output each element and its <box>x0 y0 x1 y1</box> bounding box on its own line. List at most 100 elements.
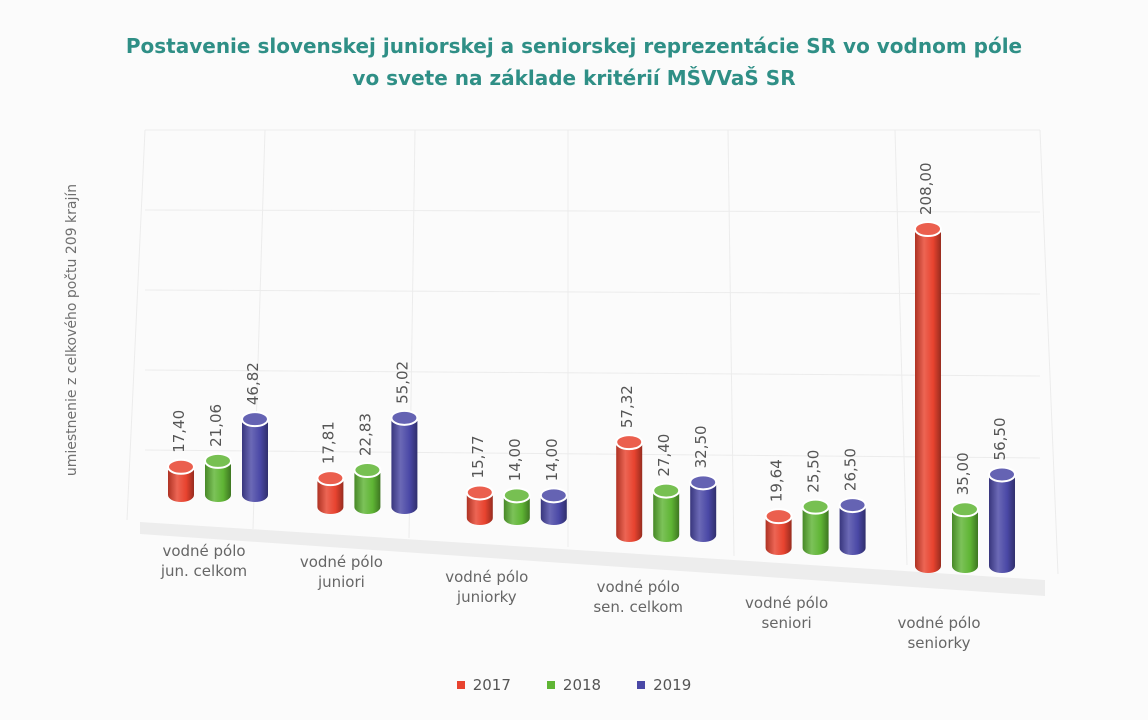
grid <box>126 129 1059 596</box>
bar-2018-3 <box>652 482 681 542</box>
bar-body <box>168 466 194 502</box>
bar-2019-5 <box>988 466 1016 573</box>
bar-2019-4 <box>838 497 867 556</box>
bar-body <box>765 516 792 556</box>
bar-top <box>241 411 269 428</box>
grid-line-horizontal <box>144 369 1041 377</box>
legend-label: 2019 <box>653 676 692 694</box>
bar-2018-2 <box>502 487 531 525</box>
grid-line-horizontal <box>144 289 1041 295</box>
data-label: 25,50 <box>805 450 823 493</box>
bar-top <box>502 487 531 504</box>
bar-body <box>989 474 1015 573</box>
category-label-line: sen. celkom <box>593 598 683 616</box>
grid-line-vertical <box>894 129 908 566</box>
data-label: 35,00 <box>954 452 972 495</box>
category-label-line: vodné pólo <box>897 614 980 632</box>
bar-top <box>988 466 1016 483</box>
bar-top <box>167 458 195 475</box>
bar-2018-1 <box>353 462 382 514</box>
bar-body <box>653 490 680 542</box>
data-label: 19,64 <box>768 459 786 502</box>
bar-2017-4 <box>764 508 793 556</box>
data-label: 15,77 <box>469 435 487 478</box>
bar-body <box>616 442 643 542</box>
bar-body <box>466 492 493 525</box>
bar-2017-2 <box>465 484 494 525</box>
legend-label: 2018 <box>562 676 602 694</box>
bar-body <box>952 509 978 573</box>
bar-2018-5 <box>951 501 979 573</box>
legend-swatch <box>546 681 555 689</box>
category-label: vodné pólo seniori <box>745 594 828 632</box>
category-label-line: vodné pólo <box>745 594 828 612</box>
category-label: vodné pólo juniori <box>300 553 383 591</box>
bar-top <box>689 474 718 491</box>
bar-top <box>204 452 232 469</box>
chart-title-line-2: vo svete na základe kritérií MŠVVaŠ SR <box>352 66 796 90</box>
bar-2019-2 <box>539 487 568 525</box>
bar-2019-3 <box>689 474 718 542</box>
legend-item-2017: 2017 <box>456 676 511 694</box>
bar-top <box>914 221 942 237</box>
category-label-line: jun. celkom <box>160 562 247 580</box>
category-label-line: juniori <box>317 573 365 591</box>
bar-top <box>316 470 345 487</box>
bar-body <box>354 470 381 514</box>
bar-body <box>839 505 866 556</box>
category-label-line: juniorky <box>456 588 517 606</box>
data-label: 22,83 <box>356 413 374 456</box>
legend: 2017 2018 2019 <box>0 676 1148 694</box>
category-label: vodné pólo jun. celkom <box>160 542 247 580</box>
data-label: 57,32 <box>618 385 636 428</box>
legend-item-2019: 2019 <box>637 676 691 694</box>
bar-body <box>802 506 829 556</box>
bar-2017-1 <box>316 470 345 514</box>
data-label: 26,50 <box>842 448 860 491</box>
grid-line-horizontal <box>144 449 1041 459</box>
bar-top <box>652 482 681 499</box>
category-label-line: vodné pólo <box>445 568 528 586</box>
data-label: 14,00 <box>506 438 524 481</box>
category-label-line: seniori <box>761 614 811 632</box>
bar-2017-5 <box>914 221 942 573</box>
bar-body <box>690 482 717 542</box>
grid-line-vertical <box>727 129 735 557</box>
data-label: 17,81 <box>319 421 337 464</box>
category-label: vodné pólo juniorky <box>445 568 528 606</box>
grid-line-horizontal <box>144 209 1041 213</box>
bar-body <box>242 419 268 502</box>
data-label: 17,40 <box>170 410 188 453</box>
legend-label: 2017 <box>472 676 511 694</box>
legend-swatch <box>456 681 465 689</box>
bar-top <box>764 508 793 525</box>
bar-body <box>205 460 231 502</box>
floor <box>140 522 1045 596</box>
grid-line-vertical <box>126 129 146 521</box>
bar-2017-0 <box>167 458 195 502</box>
bar-body <box>915 229 941 573</box>
grid-line-vertical <box>1039 129 1059 575</box>
data-label: 21,06 <box>207 404 225 447</box>
bar-2018-4 <box>801 498 830 556</box>
bar-top <box>465 484 494 501</box>
category-label-line: vodné pólo <box>300 553 383 571</box>
data-label: 14,00 <box>543 438 561 481</box>
category-label-line: seniorky <box>907 634 970 652</box>
category-label: vodné pólo seniorky <box>897 614 980 652</box>
bar-2019-0 <box>241 411 269 502</box>
legend-swatch <box>637 681 646 689</box>
category-label: vodné pólo sen. celkom <box>593 578 683 616</box>
bar-body <box>503 495 530 525</box>
chart-title: Postavenie slovenskej juniorskej a senio… <box>0 30 1148 94</box>
bar-top <box>539 487 568 504</box>
bar-top <box>801 498 830 515</box>
bar-2019-1 <box>390 409 419 514</box>
bar-top <box>838 497 867 514</box>
data-label: 208,00 <box>917 163 935 216</box>
data-label: 55,02 <box>393 361 411 404</box>
data-label: 27,40 <box>655 434 673 477</box>
bar-2017-3 <box>615 434 644 542</box>
